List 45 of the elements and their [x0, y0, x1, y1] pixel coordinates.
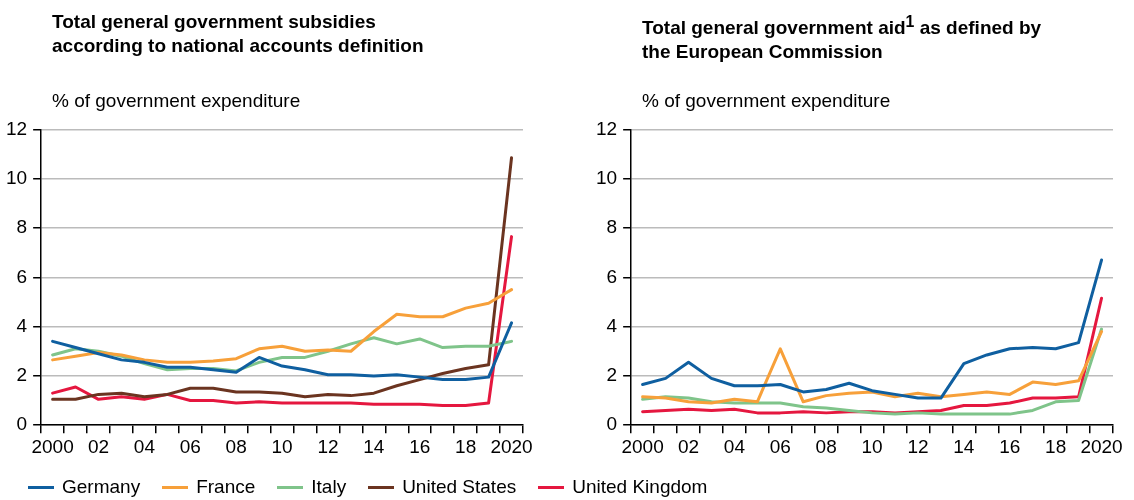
- x-tick-label: 14: [363, 435, 385, 457]
- y-tick-label: 6: [16, 265, 28, 287]
- legend-label: Germany: [62, 476, 141, 498]
- legend-label: United States: [402, 476, 517, 498]
- x-tick-label: 04: [133, 435, 156, 457]
- y-tick-label: 10: [595, 166, 618, 188]
- chart-title: Total general government aid$^{1}$ as defined by the European Commission: [642, 13, 1042, 63]
- x-tick-label: 06: [179, 435, 201, 457]
- x-tick-label: 2020: [1080, 435, 1123, 457]
- x-tick-label: 2020: [490, 435, 533, 457]
- x-tick-label: 16: [409, 435, 431, 457]
- x-tick-label: 10: [271, 435, 293, 457]
- y-tick-label: 0: [606, 413, 618, 435]
- y-tick-label: 4: [16, 314, 28, 336]
- x-tick-label: 12: [317, 435, 339, 457]
- x-tick-label: 08: [225, 435, 247, 457]
- y-tick-label: 4: [606, 314, 618, 336]
- y-tick-label: 8: [16, 216, 28, 238]
- x-tick-label: 12: [907, 435, 929, 457]
- y-tick-label: 12: [5, 117, 28, 139]
- legend-label: United Kingdom: [572, 476, 708, 498]
- x-tick-label: 08: [815, 435, 837, 457]
- y-tick-label: 2: [16, 364, 28, 386]
- y-axis-title: % of government expenditure: [52, 90, 301, 112]
- y-tick-label: 2: [606, 364, 618, 386]
- legend-label: France: [196, 476, 256, 498]
- y-tick-label: 8: [606, 216, 618, 238]
- x-tick-label: 14: [953, 435, 975, 457]
- x-tick-label: 2000: [31, 435, 74, 457]
- legend-label: Italy: [311, 476, 347, 498]
- x-tick-label: 18: [1045, 435, 1067, 457]
- x-tick-label: 06: [769, 435, 791, 457]
- y-tick-label: 6: [606, 265, 618, 287]
- x-tick-label: 2000: [621, 435, 664, 457]
- x-tick-label: 10: [861, 435, 883, 457]
- y-tick-label: 10: [5, 166, 28, 188]
- y-axis-title: % of government expenditure: [642, 90, 891, 112]
- y-tick-label: 12: [595, 117, 618, 139]
- x-tick-label: 18: [455, 435, 477, 457]
- x-tick-label: 02: [87, 435, 110, 457]
- y-tick-label: 0: [16, 413, 28, 435]
- x-tick-label: 02: [677, 435, 700, 457]
- chart-title: Total general government subsidies according to national accounts definition: [52, 10, 425, 58]
- x-tick-label: 04: [723, 435, 746, 457]
- x-tick-label: 16: [999, 435, 1021, 457]
